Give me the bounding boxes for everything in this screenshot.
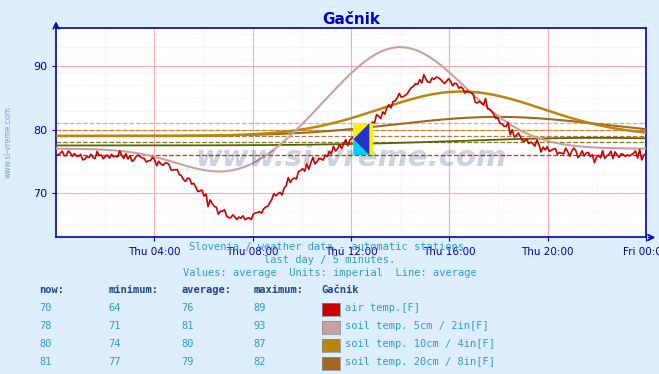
Text: Slovenia / weather data - automatic stations.: Slovenia / weather data - automatic stat…: [189, 242, 470, 252]
Text: 78: 78: [40, 321, 52, 331]
Text: now:: now:: [40, 285, 65, 295]
Text: soil temp. 5cm / 2in[F]: soil temp. 5cm / 2in[F]: [345, 321, 488, 331]
Text: soil temp. 10cm / 4in[F]: soil temp. 10cm / 4in[F]: [345, 339, 495, 349]
Text: minimum:: minimum:: [109, 285, 159, 295]
Text: Values: average  Units: imperial  Line: average: Values: average Units: imperial Line: av…: [183, 268, 476, 278]
Text: 81: 81: [40, 357, 52, 367]
Polygon shape: [353, 123, 369, 155]
Text: 77: 77: [109, 357, 121, 367]
Text: maximum:: maximum:: [254, 285, 304, 295]
Text: last day / 5 minutes.: last day / 5 minutes.: [264, 255, 395, 265]
Text: 82: 82: [254, 357, 266, 367]
Text: 64: 64: [109, 303, 121, 313]
Text: 76: 76: [181, 303, 194, 313]
Text: 87: 87: [254, 339, 266, 349]
Title: Gačnik: Gačnik: [322, 12, 380, 27]
Text: www.si-vreme.com: www.si-vreme.com: [3, 106, 13, 178]
Text: Gačnik: Gačnik: [322, 285, 359, 295]
Text: 80: 80: [181, 339, 194, 349]
Text: average:: average:: [181, 285, 231, 295]
Text: 81: 81: [181, 321, 194, 331]
Text: 93: 93: [254, 321, 266, 331]
Text: 89: 89: [254, 303, 266, 313]
Text: 71: 71: [109, 321, 121, 331]
Text: 74: 74: [109, 339, 121, 349]
Text: air temp.[F]: air temp.[F]: [345, 303, 420, 313]
Bar: [353, 123, 373, 155]
Text: www.si-vreme.com: www.si-vreme.com: [195, 144, 507, 172]
Text: 70: 70: [40, 303, 52, 313]
Text: soil temp. 20cm / 8in[F]: soil temp. 20cm / 8in[F]: [345, 357, 495, 367]
Polygon shape: [353, 139, 369, 155]
Text: 79: 79: [181, 357, 194, 367]
Text: 80: 80: [40, 339, 52, 349]
